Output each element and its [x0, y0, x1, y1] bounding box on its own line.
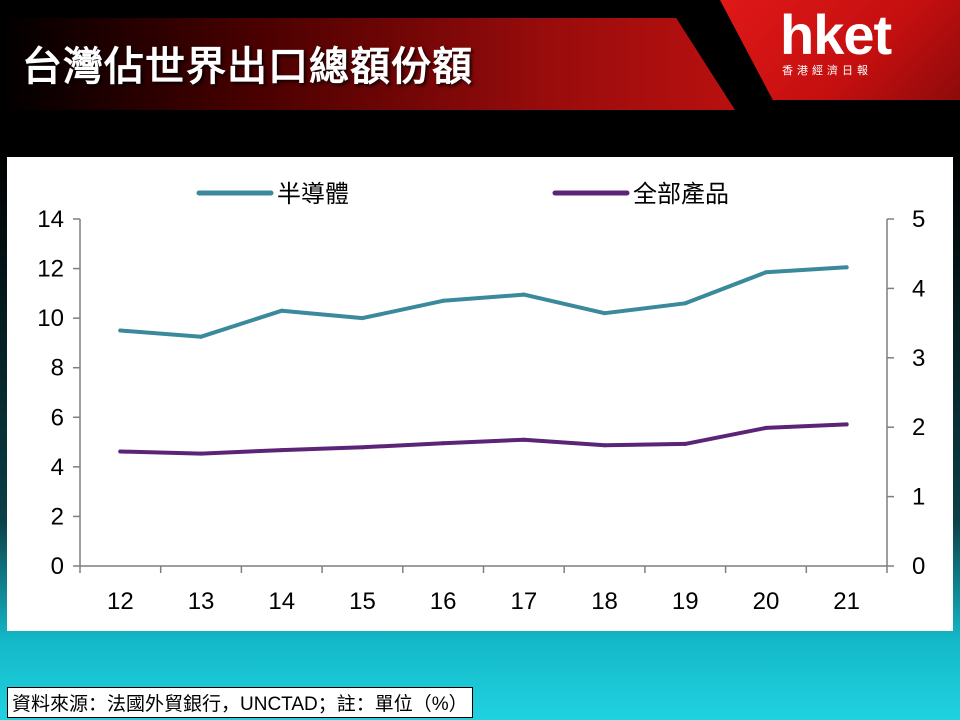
x-axis-tick-label: 14: [268, 588, 295, 615]
hket-logo-subtitle: 香港經濟日報: [782, 65, 872, 77]
legend-label: 全部產品: [633, 181, 729, 208]
data-point: [844, 422, 849, 427]
data-point: [763, 270, 768, 275]
data-point: [602, 311, 607, 316]
x-axis-tick-label: 16: [430, 588, 457, 615]
data-point: [441, 441, 446, 446]
x-axis-tick-label: 17: [510, 588, 537, 615]
series-line-all-products: [118, 422, 849, 456]
x-axis-tick-label: 18: [591, 588, 618, 615]
right-axis-tick-label: 5: [912, 206, 925, 233]
data-point: [683, 301, 688, 306]
left-axis-tick-label: 6: [51, 404, 64, 431]
data-point: [521, 437, 526, 442]
right-axis-tick-label: 1: [912, 484, 925, 511]
header: 台灣佔世界出口總額份額 hket 香港經濟日報: [0, 0, 960, 120]
left-axis-tick-label: 12: [37, 256, 64, 283]
hket-logo: hket: [780, 3, 892, 66]
x-axis-tick-label: 15: [349, 588, 376, 615]
legend-label: 半導體: [277, 181, 349, 208]
page-title: 台灣佔世界出口總額份額: [22, 45, 473, 89]
data-point: [683, 441, 688, 446]
data-point: [279, 308, 284, 313]
left-axis-tick-label: 4: [51, 454, 64, 481]
data-point: [602, 443, 607, 448]
right-axis-tick-label: 3: [912, 345, 925, 372]
data-point: [844, 265, 849, 270]
data-point: [279, 448, 284, 453]
data-point: [118, 328, 123, 333]
data-point: [199, 334, 204, 339]
right-axis-tick-label: 4: [912, 275, 925, 302]
data-point: [441, 298, 446, 303]
series-line-semiconductor: [118, 265, 849, 339]
data-point: [360, 316, 365, 321]
right-axis-tick-label: 2: [912, 414, 925, 441]
left-axis-tick-label: 0: [51, 553, 64, 580]
source-note: 資料來源：法國外貿銀行，UNCTAD；註：單位（%）: [7, 687, 473, 718]
x-axis-tick-label: 19: [672, 588, 699, 615]
data-point: [199, 451, 204, 456]
data-point: [360, 445, 365, 450]
data-point: [118, 449, 123, 454]
data-point: [763, 425, 768, 430]
left-axis-tick-label: 10: [37, 305, 64, 332]
left-axis-tick-label: 14: [37, 206, 64, 233]
left-axis-tick-label: 8: [51, 355, 64, 382]
x-axis-tick-label: 12: [107, 588, 134, 615]
x-axis-tick-label: 20: [753, 588, 780, 615]
chart-panel: 0 2 4 6 8 10 12 14 0 1 2 3 4 5 12 13 14 15 16 17 18 19 20 21 半導體…: [7, 157, 953, 631]
x-axis-tick-label: 21: [833, 588, 860, 615]
header-band: [0, 18, 735, 110]
right-axis-tick-label: 0: [912, 553, 925, 580]
data-point: [521, 292, 526, 297]
x-axis-tick-label: 13: [188, 588, 215, 615]
left-axis-tick-label: 2: [51, 503, 64, 530]
